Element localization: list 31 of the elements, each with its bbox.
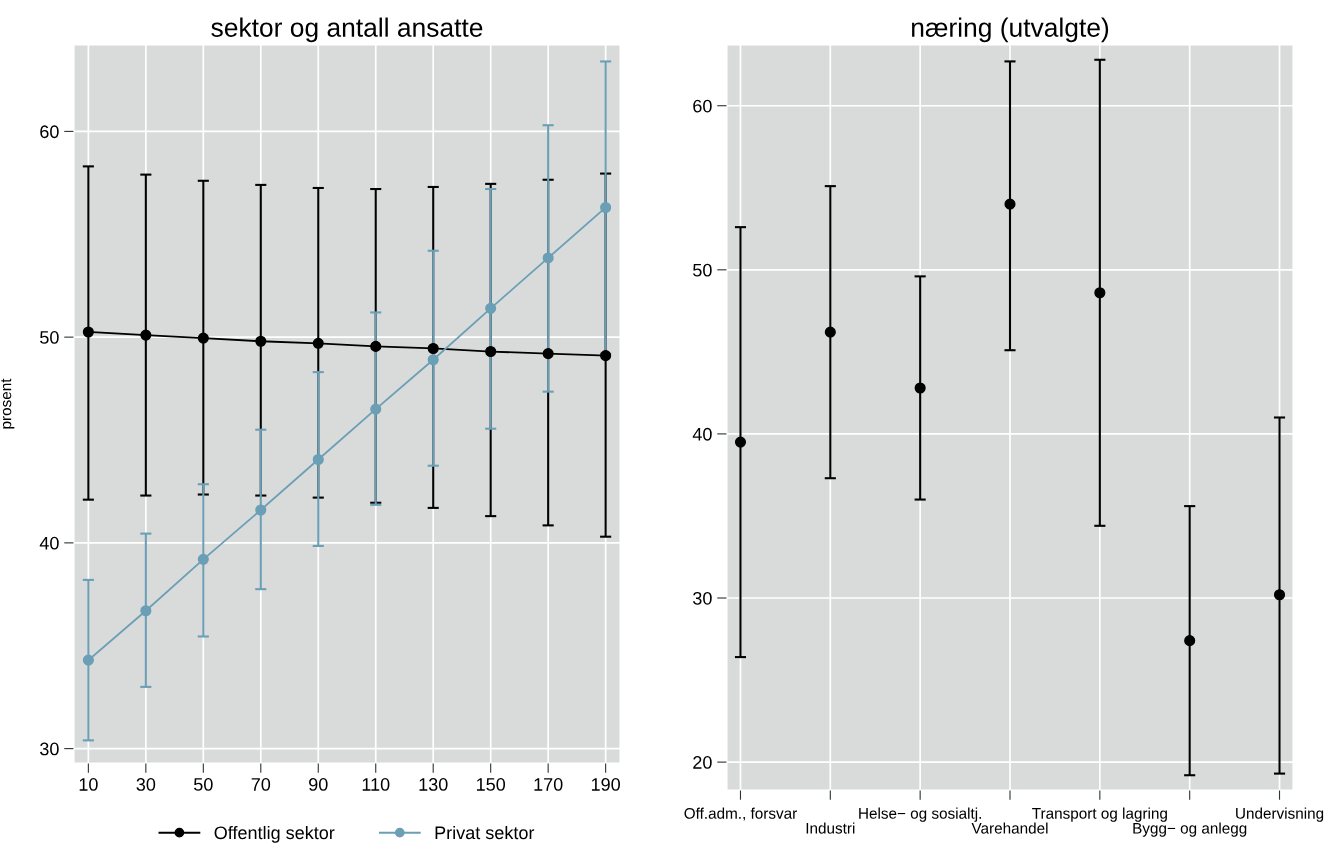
y-tick-label: 30: [40, 742, 59, 756]
y-tick-label: 50: [40, 331, 59, 344]
y-tick-label: 50: [693, 263, 712, 277]
legend-label: Privat sektor: [435, 825, 535, 840]
y-tick-label: 40: [692, 427, 712, 441]
x-tick-label: 130: [419, 778, 448, 791]
y-tick-label: 20: [693, 756, 712, 769]
x-tick-label: Off.adm., forsvar: [684, 807, 797, 821]
x-tick-label: 150: [477, 778, 506, 791]
chart-title: næring (utvalgte): [912, 17, 1109, 43]
y-tick-label: 30: [693, 591, 712, 605]
chart-title: sektor og antall ansatte: [211, 17, 483, 43]
x-tick-label: Undervisning: [1236, 807, 1324, 822]
x-tick-label: Varehandel: [971, 822, 1048, 834]
x-tick-label: 190: [591, 778, 620, 791]
x-tick-label: 30: [136, 778, 156, 791]
x-tick-label: 170: [534, 778, 563, 791]
x-tick-label: Industri: [806, 822, 855, 834]
y-tick-label: 40: [39, 536, 59, 550]
x-tick-label: 90: [309, 778, 328, 791]
x-tick-label: Helse− og sosialtj.: [859, 807, 981, 822]
x-tick-label: Bygg− og anlegg: [1133, 822, 1247, 837]
x-tick-label: 70: [251, 778, 271, 791]
y-tick-label: 60: [693, 99, 712, 113]
x-tick-label: Transport og lagring: [1032, 807, 1167, 822]
x-tick-label: 50: [194, 778, 213, 791]
x-tick-label: 110: [362, 778, 390, 791]
y-tick-label: 60: [40, 125, 59, 139]
legend-label: Offentlig sektor: [214, 825, 335, 843]
y-axis-title: prosent: [1, 378, 15, 429]
x-tick-label: 10: [79, 778, 98, 791]
